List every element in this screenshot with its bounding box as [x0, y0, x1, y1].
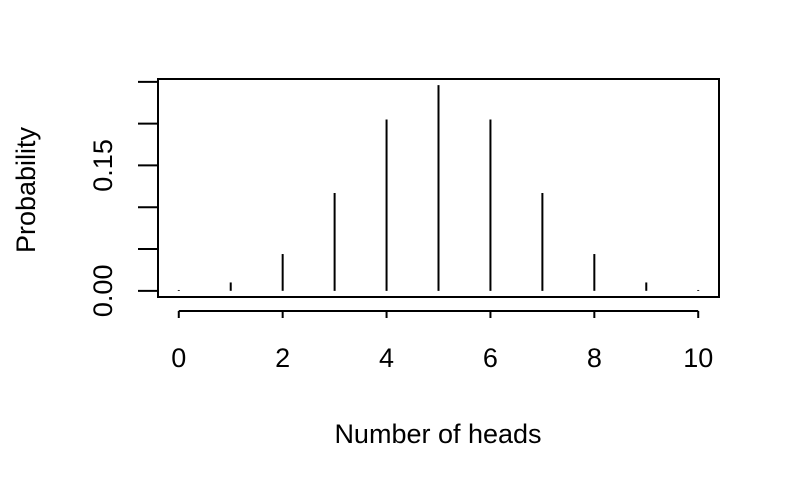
- x-tick-label: 2: [275, 343, 290, 373]
- x-tick-label: 0: [171, 343, 186, 373]
- x-tick-label: 8: [587, 343, 602, 373]
- x-axis-label: Number of heads: [334, 419, 541, 449]
- spike-series: [177, 85, 700, 291]
- x-axis: 0 2 4 6 8 10: [171, 310, 713, 373]
- x-tick-label: 6: [483, 343, 498, 373]
- y-axis: 0.00 0.15: [88, 80, 159, 318]
- x-tick-label: 10: [683, 343, 713, 373]
- y-axis-label: Probability: [11, 126, 41, 253]
- y-tick-label: 0.15: [88, 139, 118, 192]
- y-tick-label: 0.00: [88, 265, 118, 318]
- x-tick-label: 4: [379, 343, 394, 373]
